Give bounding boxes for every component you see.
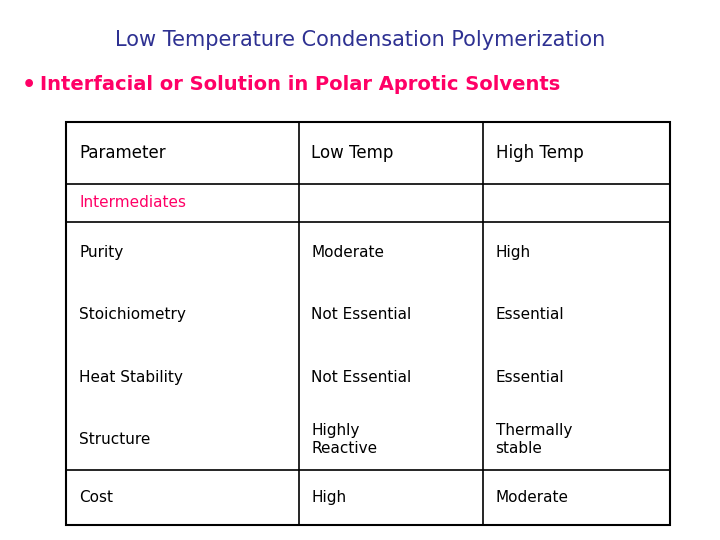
Text: Moderate: Moderate xyxy=(312,245,384,260)
Text: Purity: Purity xyxy=(79,245,123,260)
Text: Essential: Essential xyxy=(495,307,564,322)
Text: Not Essential: Not Essential xyxy=(312,307,412,322)
Text: Heat Stability: Heat Stability xyxy=(79,369,183,384)
Text: High: High xyxy=(312,490,346,505)
Text: Low Temperature Condensation Polymerization: Low Temperature Condensation Polymerizat… xyxy=(115,30,605,50)
Text: Structure: Structure xyxy=(79,432,150,447)
Text: Thermally
stable: Thermally stable xyxy=(495,423,572,456)
Text: •: • xyxy=(22,75,36,94)
Text: High Temp: High Temp xyxy=(495,144,583,161)
Text: Intermediates: Intermediates xyxy=(79,195,186,210)
Text: Parameter: Parameter xyxy=(79,144,166,161)
Text: Stoichiometry: Stoichiometry xyxy=(79,307,186,322)
Text: High: High xyxy=(495,245,531,260)
Text: Interfacial or Solution in Polar Aprotic Solvents: Interfacial or Solution in Polar Aprotic… xyxy=(40,75,560,93)
Text: Essential: Essential xyxy=(495,369,564,384)
Text: Moderate: Moderate xyxy=(495,490,569,505)
Text: Not Essential: Not Essential xyxy=(312,369,412,384)
Text: Low Temp: Low Temp xyxy=(312,144,394,161)
Text: Cost: Cost xyxy=(79,490,113,505)
Text: Highly
Reactive: Highly Reactive xyxy=(312,423,377,456)
